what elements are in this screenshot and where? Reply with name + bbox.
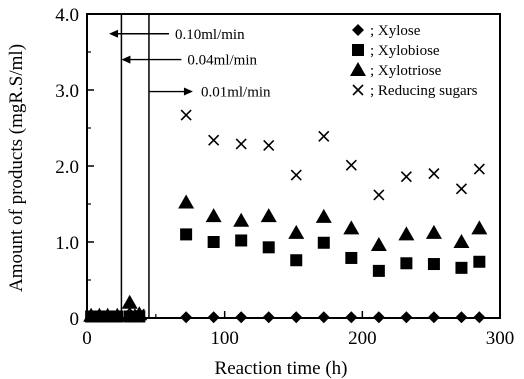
data-point-x [455, 183, 468, 195]
flow-rate-label: 0.10ml/min [175, 27, 245, 43]
x-tick-label: 0 [82, 328, 92, 349]
data-point-diamond [455, 311, 468, 324]
data-point-x [318, 130, 330, 142]
y-tick-label: 2.0 [55, 157, 79, 178]
data-point-square [317, 236, 330, 249]
x-tick-label: 100 [210, 328, 239, 349]
data-point-triangle [343, 220, 360, 235]
data-point-x [473, 163, 485, 175]
data-point-square [473, 255, 486, 268]
data-point-triangle [471, 220, 488, 235]
data-point-x [263, 139, 275, 152]
legend-label: ; Xylobiose [370, 43, 440, 59]
data-point-square [207, 236, 220, 248]
data-point-square [262, 241, 275, 254]
data-point-x [373, 189, 385, 201]
data-point-square [455, 261, 468, 274]
flow-rate-label: 0.04ml/min [187, 53, 257, 69]
y-tick-label: 0 [70, 309, 80, 330]
legend-label: ; Xylose [370, 23, 421, 39]
data-point-triangle [370, 237, 387, 252]
data-point-triangle [288, 224, 305, 239]
y-tick-label: 4.0 [55, 5, 79, 26]
data-point-triangle [178, 194, 195, 209]
data-point-diamond [372, 311, 385, 324]
data-point-x [290, 169, 302, 181]
data-point-diamond [180, 311, 193, 324]
data-point-diamond [235, 311, 248, 324]
y-tick-label: 3.0 [55, 81, 79, 102]
data-point-square [372, 264, 385, 277]
data-point-square [235, 234, 248, 247]
x-axis-ticks: 0 100 200 300 [82, 311, 514, 349]
data-point-square [290, 254, 303, 267]
data-point-x [428, 168, 440, 180]
data-point-triangle [453, 234, 470, 248]
y-axis-label: Amount of products (mgR.S/ml) [6, 44, 27, 292]
data-markers [83, 109, 488, 324]
legend-marker-diamond [352, 24, 364, 36]
data-point-x [208, 134, 220, 146]
legend: ; Xylose ; Xylobiose ; Xylotriose ; Reducin… [350, 23, 478, 99]
data-point-diamond [345, 311, 358, 324]
data-point-diamond [473, 311, 486, 324]
legend-label: ; Reducing sugars [370, 83, 478, 99]
data-point-diamond [317, 311, 330, 324]
data-point-x [235, 138, 247, 150]
data-point-triangle [121, 294, 138, 309]
x-tick-label: 200 [348, 328, 377, 349]
x-axis-label: Reaction time (h) [215, 358, 348, 379]
data-point-x [111, 310, 123, 323]
data-point-triangle [425, 224, 442, 239]
flow-rate-annotation: 0.10ml/min [109, 27, 245, 43]
data-point-x [345, 159, 357, 171]
legend-marker-x [352, 84, 364, 96]
data-point-diamond [262, 311, 275, 324]
data-point-triangle [398, 226, 415, 241]
flow-rate-label: 0.01ml/min [201, 85, 271, 101]
legend-label: ; Xylotriose [370, 63, 442, 79]
y-axis-ticks: 0 1.0 2.0 3.0 4.0 [55, 5, 94, 330]
data-point-x [133, 308, 145, 320]
data-point-diamond [290, 311, 303, 324]
arrow-left-icon [109, 29, 119, 38]
data-point-diamond [207, 311, 220, 324]
data-point-square [427, 258, 440, 271]
data-point-square [180, 228, 193, 241]
legend-marker-square [352, 44, 364, 56]
data-point-diamond [400, 311, 413, 324]
data-point-triangle [315, 208, 332, 223]
x-tick-label: 300 [486, 328, 515, 349]
legend-marker-triangle [350, 62, 366, 76]
data-point-x [85, 310, 97, 323]
arrow-right-icon [183, 87, 193, 96]
flow-rate-annotation: 0.04ml/min [121, 53, 258, 69]
y-tick-label: 1.0 [55, 233, 79, 254]
data-point-triangle [233, 212, 250, 227]
data-point-triangle [109, 307, 126, 322]
data-point-square [400, 257, 413, 270]
arrow-left-icon [121, 55, 131, 64]
data-point-x [180, 109, 192, 121]
data-point-triangle [260, 208, 277, 223]
data-point-x [400, 171, 412, 183]
data-point-triangle [205, 208, 222, 223]
flow-rate-annotations: 0.10ml/min 0.04ml/min 0.01ml/min [109, 27, 271, 101]
flow-rate-annotation: 0.01ml/min [148, 85, 271, 101]
data-point-x [124, 303, 136, 315]
data-point-x [93, 310, 105, 323]
data-point-diamond [427, 311, 440, 324]
flow-rate-lines [120, 14, 150, 318]
data-point-square [345, 251, 358, 264]
data-point-x [102, 310, 114, 323]
